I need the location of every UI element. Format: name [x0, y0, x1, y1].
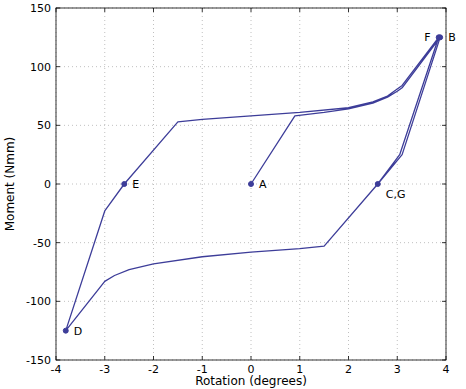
annotation-label: E: [132, 178, 139, 191]
tick: [56, 125, 60, 126]
tick-label: -4: [51, 363, 62, 376]
tick: [104, 356, 105, 360]
frame: [56, 8, 446, 360]
tick: [202, 356, 203, 360]
tick-label: 50: [37, 119, 51, 132]
tick-label: 150: [30, 2, 51, 15]
annotation-marker: [249, 182, 254, 187]
tick: [251, 356, 252, 360]
annotation-marker: [436, 35, 441, 40]
tick: [153, 356, 154, 360]
annotation-label: A: [259, 178, 267, 191]
tick: [442, 66, 446, 67]
annotation-marker: [63, 328, 68, 333]
tick: [56, 242, 60, 243]
tick: [348, 356, 349, 360]
series-line: [66, 37, 440, 330]
tick-label: -2: [148, 363, 159, 376]
tick-label: 0: [44, 178, 51, 191]
tick: [104, 8, 105, 12]
tick-label: -3: [99, 363, 110, 376]
grid-line: [153, 8, 154, 360]
tick: [299, 356, 300, 360]
grid-line: [56, 301, 446, 302]
tick-label: 100: [30, 61, 51, 74]
tick-label: -150: [26, 354, 51, 367]
tick: [56, 301, 60, 302]
tick-label: 4: [443, 363, 450, 376]
plot-data: [63, 35, 442, 333]
tick: [56, 184, 60, 185]
tick-label: 3: [394, 363, 401, 376]
grid-line: [56, 125, 446, 126]
grid-line: [202, 8, 203, 360]
annotation-label: C,G: [386, 188, 406, 201]
chart: -4-3-2-101234-150-100-50050100150ABC,GDE…: [0, 0, 466, 389]
annotation-label: B: [448, 31, 456, 44]
tick: [442, 125, 446, 126]
tick: [202, 8, 203, 12]
grid-line: [56, 242, 446, 243]
tick: [56, 66, 60, 67]
grid-line: [56, 66, 446, 67]
tick: [251, 8, 252, 12]
annotation-marker: [122, 182, 127, 187]
tick: [397, 8, 398, 12]
annotation-label: F: [424, 31, 430, 44]
tick: [153, 8, 154, 12]
tick: [348, 8, 349, 12]
tick: [442, 301, 446, 302]
tick-label: -50: [33, 237, 51, 250]
y-axis-title: Moment (Nmm): [3, 137, 17, 232]
tick: [397, 356, 398, 360]
background: [0, 0, 466, 389]
annotation-marker: [375, 182, 380, 187]
tick-label: 2: [345, 363, 352, 376]
tick: [299, 8, 300, 12]
x-axis-title: Rotation (degrees): [195, 374, 307, 388]
tick: [442, 242, 446, 243]
annotation-label: D: [74, 325, 82, 338]
tick-label: -100: [26, 295, 51, 308]
tick: [442, 184, 446, 185]
